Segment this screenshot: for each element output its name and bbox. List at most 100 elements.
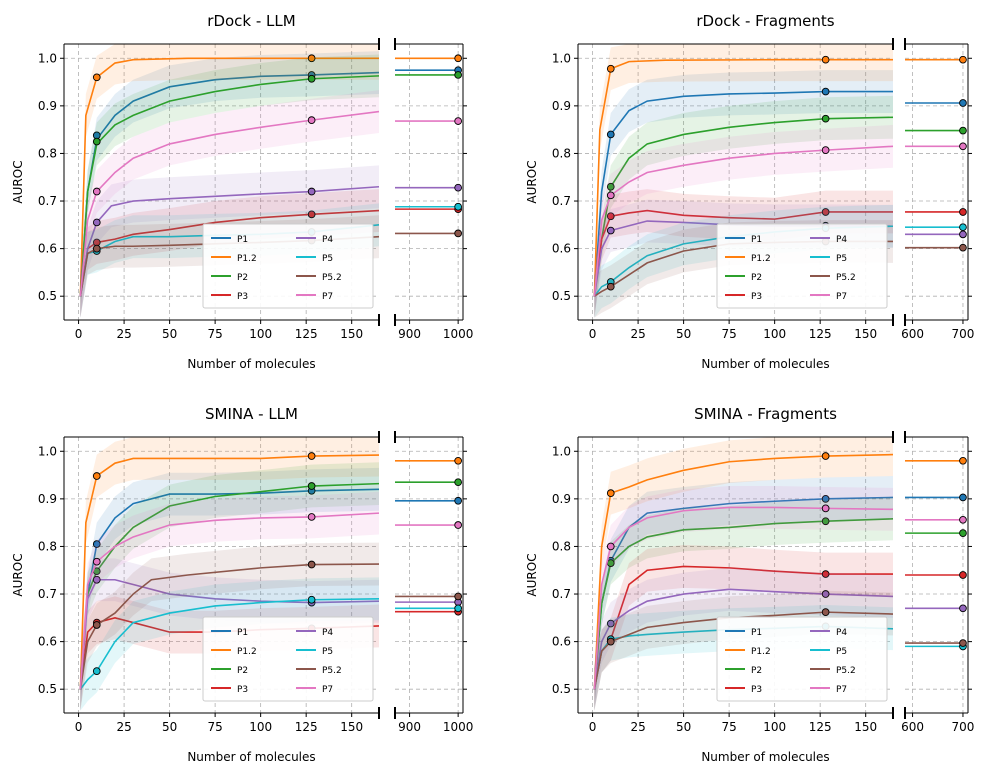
data-point-right <box>959 208 967 216</box>
data-point <box>821 504 830 513</box>
confidence-band <box>80 189 380 318</box>
confidence-band <box>594 545 893 711</box>
chart-panel: SMINA - LLM AUROC Number of molecules 0.5 0.… <box>11 405 473 764</box>
legend-label: P1 <box>751 235 762 245</box>
data-point <box>606 489 615 498</box>
data-point-right <box>454 71 462 79</box>
y-tick-label: 0.6 <box>552 635 571 649</box>
x-tick-label: 125 <box>809 327 832 341</box>
legend-label: P4 <box>322 235 333 245</box>
data-point-right <box>959 604 967 613</box>
y-tick-label: 0.9 <box>552 492 571 506</box>
legend <box>202 616 374 702</box>
data-point-right <box>959 515 967 524</box>
y-tick-label: 0.5 <box>38 682 57 696</box>
x-tick-label: 75 <box>721 327 736 341</box>
data-point <box>92 244 101 253</box>
data-point-right <box>959 493 967 502</box>
data-point <box>92 187 101 196</box>
legend-label: P1.2 <box>751 647 771 657</box>
x-tick-label-right: 700 <box>952 327 975 341</box>
data-point <box>821 590 830 598</box>
series-line <box>79 209 380 297</box>
data-point-right <box>454 521 462 529</box>
y-tick-label: 0.9 <box>38 99 57 113</box>
y-tick-label: 0.5 <box>552 289 571 303</box>
x-tick-label: 150 <box>340 720 363 734</box>
x-tick-label: 125 <box>295 327 318 341</box>
confidence-band <box>80 542 380 711</box>
legend-label: P1.2 <box>237 254 257 264</box>
data-point <box>307 595 316 604</box>
legend-label: P3 <box>237 292 248 302</box>
confidence-band <box>594 95 893 318</box>
x-tick-label: 25 <box>116 720 131 734</box>
chart-panel: rDock - LLM AUROC Number of molecules 0.5 0.… <box>11 12 473 371</box>
x-tick-label: 125 <box>295 720 318 734</box>
x-tick-label-right: 600 <box>901 720 924 734</box>
data-point <box>606 191 615 200</box>
x-tick-label: 0 <box>75 720 83 734</box>
legend-label: P3 <box>751 685 762 695</box>
data-point <box>606 64 615 73</box>
data-point <box>92 667 101 675</box>
x-tick-label: 150 <box>854 327 877 341</box>
data-point-right <box>454 117 462 125</box>
y-tick-label: 0.8 <box>552 146 571 160</box>
legend-label: P5 <box>836 647 847 657</box>
data-point <box>307 560 316 569</box>
x-tick-label: 100 <box>249 720 272 734</box>
data-point <box>821 87 830 96</box>
y-tick-label: 1.0 <box>552 51 571 65</box>
series-line <box>593 58 893 297</box>
legend-label: P1 <box>237 235 248 245</box>
data-point <box>821 452 830 460</box>
data-point <box>307 187 316 196</box>
legend-label: P7 <box>836 292 847 302</box>
legend-label: P7 <box>836 685 847 695</box>
data-point <box>92 621 101 629</box>
data-point <box>606 637 615 646</box>
series-line <box>79 454 380 690</box>
legend-label: P1.2 <box>751 254 771 264</box>
data-point <box>307 116 316 124</box>
x-tick-label: 100 <box>249 327 272 341</box>
y-tick-label: 0.6 <box>38 242 57 256</box>
data-point-right <box>454 496 462 505</box>
series-line <box>79 75 380 297</box>
data-point-right <box>454 54 462 63</box>
y-tick-label: 0.5 <box>552 682 571 696</box>
series-line <box>79 185 380 297</box>
data-point-right <box>454 456 462 465</box>
y-axis-label: AUROC <box>11 160 25 203</box>
data-point-right <box>959 456 967 465</box>
confidence-band <box>80 558 380 711</box>
data-point <box>92 218 101 227</box>
data-point-right <box>959 571 967 579</box>
legend-label: P5 <box>322 647 333 657</box>
y-tick-label: 0.7 <box>38 194 57 208</box>
y-axis-label: AUROC <box>11 553 25 596</box>
x-tick-label: 125 <box>809 720 832 734</box>
confidence-band <box>594 567 893 711</box>
series-line <box>79 57 379 297</box>
y-tick-label: 0.6 <box>552 242 571 256</box>
y-tick-label: 0.5 <box>38 289 57 303</box>
data-point <box>606 182 615 191</box>
y-tick-label: 0.7 <box>38 587 57 601</box>
x-tick-label-right: 1000 <box>443 327 474 341</box>
y-tick-label: 1.0 <box>38 444 57 458</box>
data-point-right <box>454 229 462 238</box>
chart-title: SMINA - LLM <box>205 405 298 423</box>
x-axis-label: Number of molecules <box>701 357 829 371</box>
legend-label: P4 <box>836 628 847 638</box>
legend-label: P7 <box>322 292 333 302</box>
x-tick-label: 150 <box>854 720 877 734</box>
legend-label: P2 <box>237 273 248 283</box>
x-tick-label-right: 600 <box>901 327 924 341</box>
legend <box>716 223 888 309</box>
legend-label: P4 <box>836 235 847 245</box>
data-point-right <box>959 223 967 232</box>
x-tick-label: 50 <box>676 327 691 341</box>
data-point-right <box>959 99 967 107</box>
